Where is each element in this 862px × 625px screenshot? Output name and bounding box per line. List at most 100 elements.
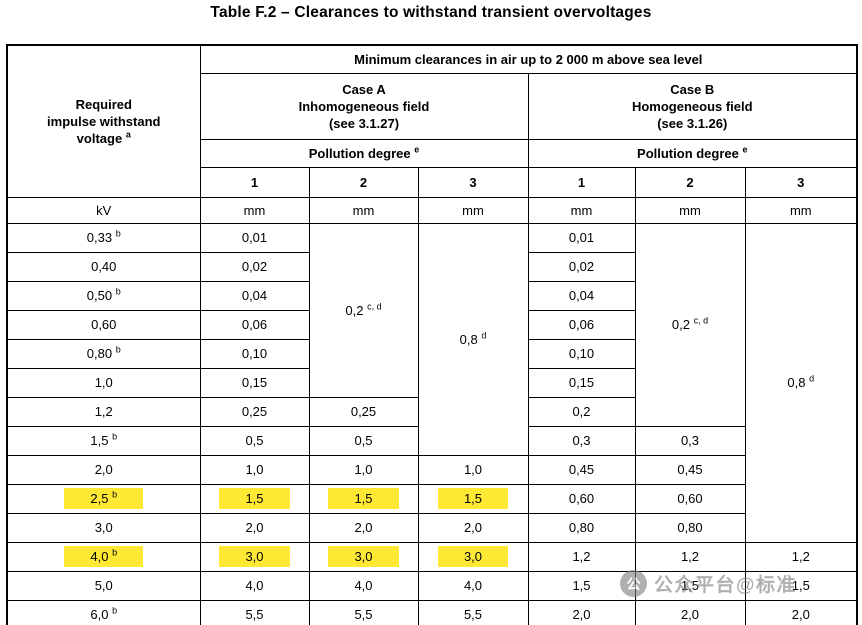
value-cell: 1,2 [527,541,636,572]
value-cell: 1,0 [417,454,529,485]
value-cell: 0,15 [199,367,310,398]
table-row: 3,0 2,0 2,0 2,0 0,80 0,80 [6,512,857,543]
value-cell: 5,5 [199,599,310,625]
value-cell: 0,60 [527,483,636,514]
value-cell: 3,0 [417,541,529,572]
value-cell: 0,01 [527,222,636,253]
table-row: 2,5 b 1,5 1,5 1,5 0,60 0,60 [6,483,857,514]
footnote-marker: e [414,144,420,155]
value-cell: 0,80 [634,512,746,543]
kv-cell: 0,50 b [6,280,201,311]
degree-col-header: 1 [199,166,310,198]
value-cell: 0,45 [634,454,746,485]
value-cell: 1,0 [199,454,310,485]
kv-cell: 1,2 [6,396,201,427]
kv-cell: 1,5 b [6,425,201,456]
pollution-degree-b-header: Pollution degree e [527,138,858,168]
value-cell: 4,0 [417,570,529,601]
value-cell: 0,10 [199,338,310,369]
value-cell: 0,06 [527,309,636,340]
value-cell: 2,0 [417,512,529,543]
table-row: 6,0 b 5,5 5,5 5,5 2,0 2,0 2,0 [6,599,858,625]
kv-cell: 1,0 [6,367,201,398]
value-cell: 0,3 [634,425,746,456]
value-cell: 3,0 [308,541,419,572]
kv-cell: 5,0 [6,570,201,601]
table-row: 4,0 b 3,0 3,0 3,0 1,2 1,2 1,2 [6,541,858,572]
value-cell: 0,80 [527,512,636,543]
table-row: 1,2 0,25 0,25 0,2 [6,396,857,427]
value-cell: 0,8 d [744,222,858,543]
required-voltage-header: Required impulse withstand voltage a [6,44,201,198]
degree-col-header: 3 [744,166,858,198]
value-cell: 0,2 c, d [634,222,746,427]
mm-unit-label: mm [308,196,419,224]
table-row: 0,80 b 0,10 0,10 [6,338,857,369]
kv-cell: 2,0 [6,454,201,485]
table-row: 5,0 4,0 4,0 4,0 1,5 1,5 1,5 [6,570,858,601]
footnote-marker: e [742,144,748,155]
value-cell: 0,02 [199,251,310,282]
value-cell: 0,3 [527,425,636,456]
value-cell: 1,5 [417,483,529,514]
value-cell: 1,5 [527,570,636,601]
clearances-table: Required impulse withstand voltage a Min… [6,44,859,625]
value-cell: 0,8 d [417,222,529,456]
mm-unit-label: mm [634,196,746,224]
value-cell: 2,0 [744,599,858,625]
kv-cell: 3,0 [6,512,201,543]
value-cell: 0,01 [199,222,310,253]
kv-cell: 6,0 b [6,599,201,625]
value-cell: 0,5 [199,425,310,456]
value-cell: 0,45 [527,454,636,485]
value-cell: 5,5 [308,599,419,625]
value-cell: 0,15 [527,367,636,398]
value-cell: 2,0 [199,512,310,543]
value-cell: 0,06 [199,309,310,340]
table-row: 0,40 0,02 0,02 [6,251,857,282]
value-cell: 0,25 [199,396,310,427]
value-cell: 0,10 [527,338,636,369]
required-voltage-label: Required impulse withstand voltage a [47,96,161,146]
value-cell: 1,5 [308,483,419,514]
kv-cell: 0,80 b [6,338,201,369]
value-cell: 5,5 [417,599,529,625]
value-cell: 1,5 [744,570,858,601]
value-cell: 4,0 [308,570,419,601]
value-cell: 0,2 [527,396,636,427]
value-cell: 0,04 [199,280,310,311]
value-cell: 2,0 [527,599,636,625]
pollution-degree-a-header: Pollution degree e [199,138,529,168]
case-a-header: Case A Inhomogeneous field (see 3.1.27) [199,72,529,140]
kv-cell: 0,33 b [6,222,201,253]
min-clearances-header: Minimum clearances in air up to 2 000 m … [199,44,858,74]
table-row: 0,60 0,06 0,06 [6,309,857,340]
table-row: 1,5 b 0,5 0,5 0,3 0,3 [6,425,857,456]
degree-col-header: 1 [527,166,636,198]
value-cell: 2,0 [634,599,746,625]
kv-unit-label: kV [6,196,201,224]
value-cell: 1,2 [744,541,858,572]
value-cell: 3,0 [199,541,310,572]
table-row: 1,0 0,15 0,15 [6,367,857,398]
table-row: 0,33 b 0,01 0,2 c, d 0,8 d 0,01 0,2 c, d 0,8 d [6,222,858,543]
case-b-header: Case B Homogeneous field (see 3.1.26) [527,72,858,140]
kv-cell: 0,60 [6,309,201,340]
value-cell: 1,2 [634,541,746,572]
table-title: Table F.2 – Clearances to withstand tran… [210,4,652,21]
value-cell: 0,5 [308,425,419,456]
value-cell: 0,25 [308,396,419,427]
kv-cell: 4,0 b [6,541,201,572]
footnote-marker: a [125,129,131,140]
kv-cell: 0,40 [6,251,201,282]
mm-unit-label: mm [199,196,310,224]
mm-unit-label: mm [527,196,636,224]
table-row: 2,0 1,0 1,0 1,0 0,45 0,45 [6,454,857,485]
value-cell: 2,0 [308,512,419,543]
mm-unit-label: mm [417,196,529,224]
value-cell: 1,5 [199,483,310,514]
degree-col-header: 3 [417,166,529,198]
value-cell: 4,0 [199,570,310,601]
degree-col-header: 2 [308,166,419,198]
